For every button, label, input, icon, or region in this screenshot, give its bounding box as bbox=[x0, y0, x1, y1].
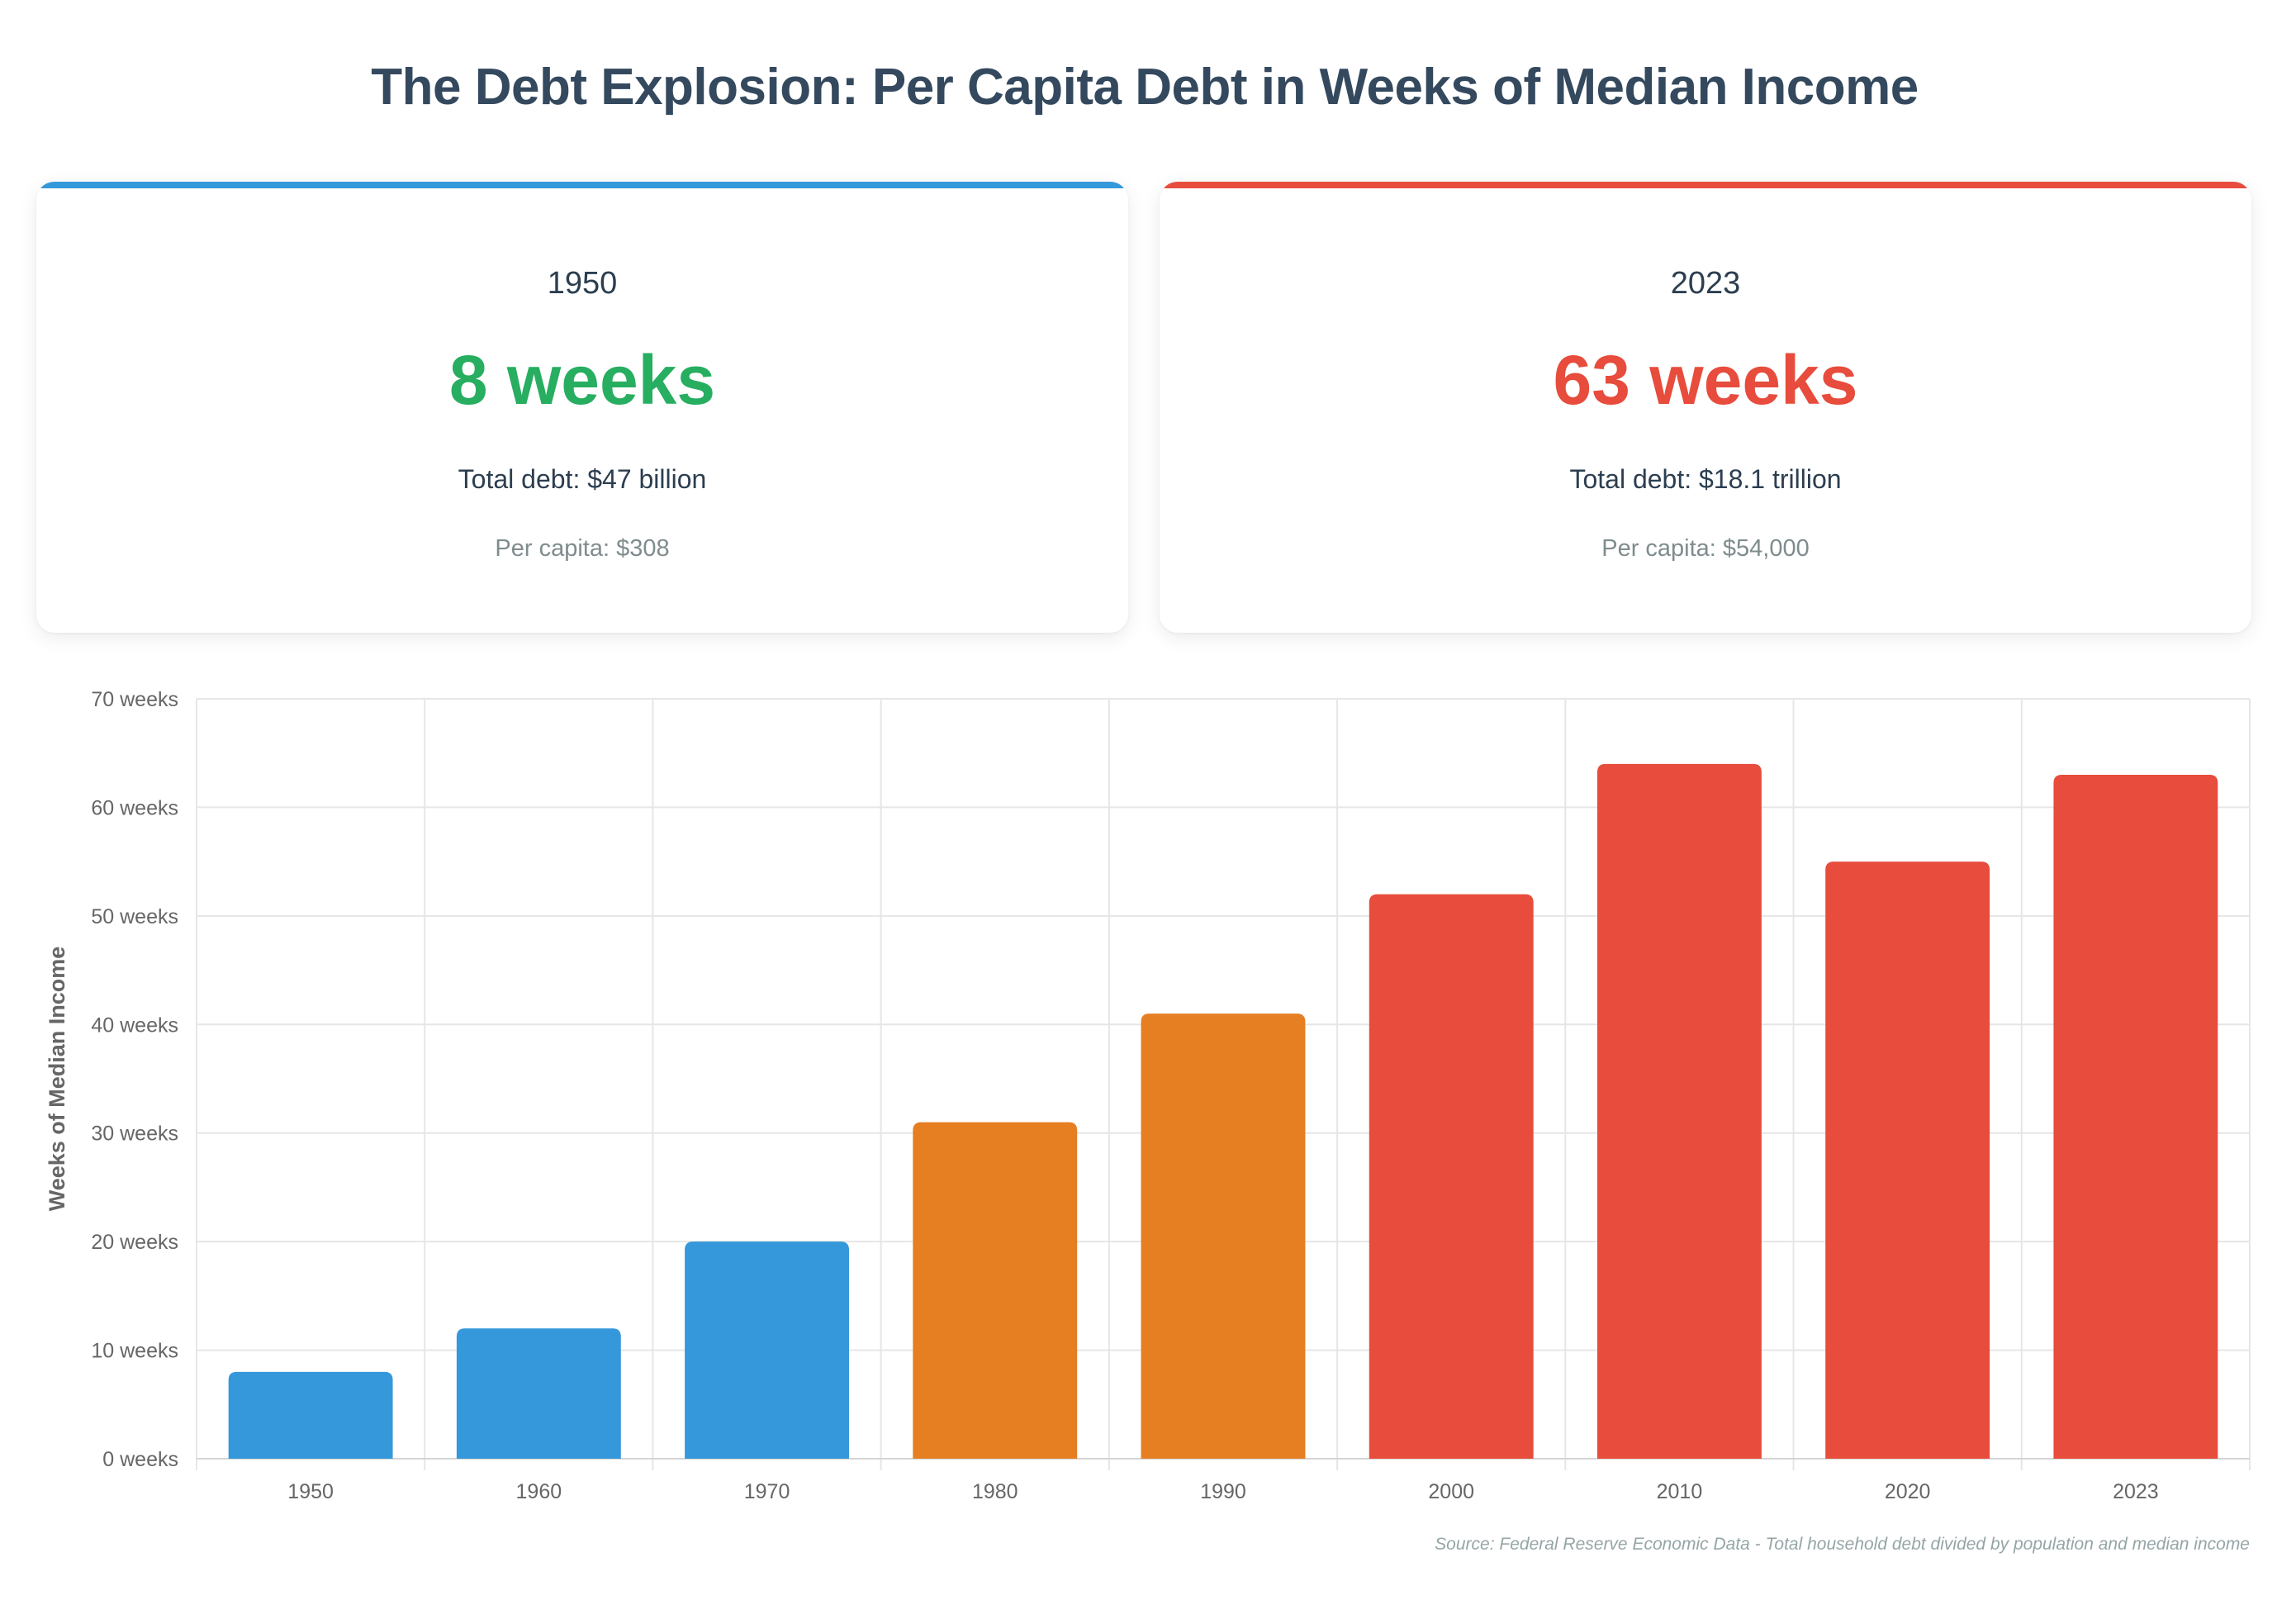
card-total-debt: Total debt: $18.1 trillion bbox=[1569, 464, 1842, 494]
y-tick-label: 10 weeks bbox=[91, 1340, 178, 1363]
card-year: 1950 bbox=[547, 266, 618, 301]
bar-1990 bbox=[1141, 1013, 1306, 1459]
bar-2010 bbox=[1597, 763, 1762, 1459]
y-axis-title: Weeks of Median Income bbox=[45, 947, 69, 1212]
bar-2020 bbox=[1825, 862, 1990, 1459]
card-per-capita: Per capita: $308 bbox=[495, 535, 670, 562]
card-accent-bar bbox=[1160, 182, 2251, 188]
y-tick-label: 0 weeks bbox=[102, 1448, 178, 1471]
x-tick-label: 1970 bbox=[744, 1480, 790, 1503]
x-tick-label: 1950 bbox=[287, 1480, 334, 1503]
x-tick-label: 2023 bbox=[2113, 1480, 2159, 1503]
y-tick-label: 30 weeks bbox=[91, 1123, 178, 1146]
x-tick-label: 2000 bbox=[1428, 1480, 1474, 1503]
bar-1950 bbox=[228, 1371, 393, 1459]
card-weeks-value: 8 weeks bbox=[448, 341, 716, 419]
card-total-debt: Total debt: $47 billion bbox=[458, 464, 707, 494]
bar-2000 bbox=[1369, 894, 1534, 1459]
page-title: The Debt Explosion: Per Capita Debt in W… bbox=[371, 59, 1919, 116]
source-note: Source: Federal Reserve Economic Data - … bbox=[1435, 1535, 2250, 1554]
x-tick-label: 1980 bbox=[972, 1480, 1018, 1503]
bar-1980 bbox=[913, 1122, 1078, 1459]
x-tick-label: 1960 bbox=[516, 1480, 562, 1503]
bar-1970 bbox=[685, 1241, 849, 1459]
card-weeks-value: 63 weeks bbox=[1553, 341, 1858, 419]
bar-2023 bbox=[2053, 775, 2218, 1459]
card-accent-bar bbox=[36, 182, 1128, 188]
x-tick-label: 1990 bbox=[1200, 1480, 1246, 1503]
y-tick-label: 20 weeks bbox=[91, 1231, 178, 1254]
x-tick-label: 2010 bbox=[1657, 1480, 1703, 1503]
stat-card-2023: 2023 63 weeks Total debt: $18.1 trillion… bbox=[1160, 182, 2251, 633]
x-tick-label: 2020 bbox=[1885, 1480, 1931, 1503]
y-tick-label: 40 weeks bbox=[91, 1013, 178, 1037]
stat-card-1950: 1950 8 weeks Total debt: $47 billion Per… bbox=[36, 182, 1128, 633]
y-tick-label: 50 weeks bbox=[91, 905, 178, 928]
bar-1960 bbox=[456, 1328, 621, 1459]
y-tick-label: 70 weeks bbox=[91, 688, 178, 711]
y-tick-label: 60 weeks bbox=[91, 796, 178, 819]
card-year: 2023 bbox=[1670, 266, 1741, 301]
card-per-capita: Per capita: $54,000 bbox=[1601, 535, 1810, 562]
bar-chart: 0 weeks 10 weeks 20 weeks 30 weeks 40 weeks 5… bbox=[45, 688, 2251, 1503]
